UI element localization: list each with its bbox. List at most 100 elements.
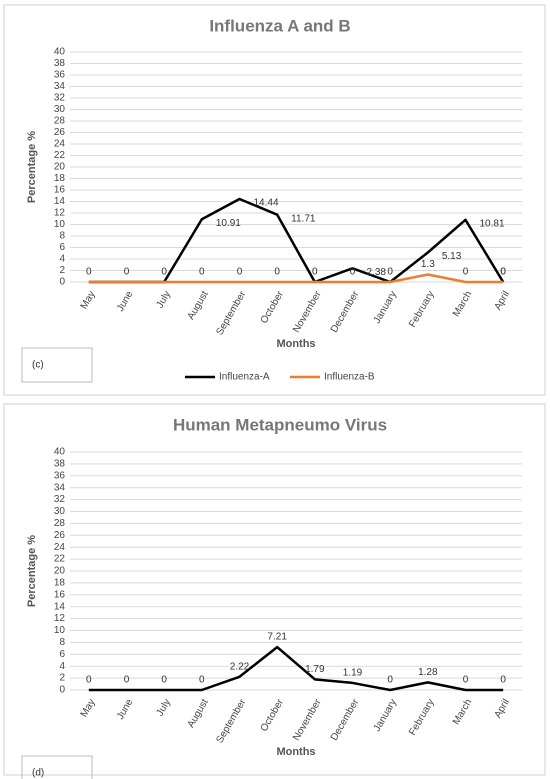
y-tick-label: 14 — [54, 196, 66, 207]
x-tick-label: November — [291, 289, 324, 335]
data-label: 0 — [387, 267, 393, 278]
data-label: 0 — [500, 267, 506, 278]
y-tick-label: 8 — [59, 231, 65, 242]
y-tick-label: 30 — [54, 104, 66, 115]
line-series — [88, 645, 504, 692]
x-tick-label: May — [79, 289, 98, 311]
x-tick-label: January — [372, 289, 399, 325]
x-tick-label: August — [186, 289, 211, 322]
y-axis-title: Percentage % — [26, 535, 38, 607]
x-tick-label: June — [115, 289, 136, 314]
legend-label: Influenza-B — [324, 372, 375, 383]
x-tick-label: May — [79, 697, 98, 719]
x-axis-title: Months — [276, 746, 315, 758]
y-tick-label: 10 — [54, 625, 66, 636]
y-tick-label: 4 — [59, 661, 65, 672]
y-tick-label: 40 — [54, 47, 66, 58]
y-tick-label: 40 — [54, 447, 66, 458]
y-tick-label: 14 — [54, 601, 66, 612]
x-tick-label: August — [186, 697, 211, 730]
x-tick-label: December — [329, 289, 362, 335]
y-axis-title: Percentage % — [26, 131, 38, 203]
x-tick-label: October — [259, 289, 287, 326]
y-tick-label: 28 — [54, 116, 66, 127]
data-label: 0 — [199, 675, 205, 686]
x-tick-label: April — [493, 697, 513, 720]
data-label: 0 — [500, 675, 506, 686]
annotation-box — [21, 755, 93, 779]
line-series — [88, 273, 504, 284]
y-tick-label: 30 — [54, 506, 66, 517]
y-tick-label: 34 — [54, 81, 66, 92]
data-label: 2.38 — [367, 267, 387, 278]
y-tick-label: 24 — [54, 542, 66, 553]
y-tick-label: 22 — [54, 554, 66, 565]
chart-title: Influenza A and B — [209, 16, 350, 35]
chart-frame — [3, 4, 546, 396]
y-tick-label: 12 — [54, 613, 66, 624]
y-tick-label: 24 — [54, 139, 66, 150]
x-tick-label: February — [407, 289, 437, 329]
y-tick-label: 4 — [59, 254, 65, 265]
data-label: 7.21 — [267, 632, 287, 643]
y-tick-label: 0 — [59, 277, 65, 288]
x-axis-title: Months — [276, 338, 315, 350]
annotation-box — [21, 347, 93, 383]
data-label: 0 — [500, 267, 506, 278]
data-label: 0 — [274, 267, 280, 278]
x-tick-label: January — [372, 697, 399, 733]
y-tick-label: 36 — [54, 70, 66, 81]
line-series — [88, 197, 505, 284]
data-label: 0 — [199, 267, 205, 278]
data-label: 10.81 — [480, 218, 505, 229]
y-tick-label: 16 — [54, 185, 66, 196]
x-tick-label: September — [214, 697, 248, 745]
data-label: 0 — [161, 675, 167, 686]
data-label: 11.71 — [291, 213, 316, 224]
x-tick-label: October — [259, 697, 287, 734]
data-label: 0 — [387, 675, 393, 686]
x-tick-label: December — [329, 697, 362, 743]
y-tick-label: 38 — [54, 459, 66, 470]
x-tick-label: November — [291, 697, 324, 743]
data-label: 1.79 — [305, 664, 325, 675]
data-label: 0 — [312, 267, 318, 278]
data-label: 1.3 — [421, 259, 435, 270]
y-tick-label: 12 — [54, 208, 66, 219]
chart-frame — [3, 403, 546, 776]
y-tick-label: 2 — [59, 673, 65, 684]
y-tick-label: 10 — [54, 219, 66, 230]
data-label: 14.44 — [254, 198, 279, 209]
y-tick-label: 20 — [54, 162, 66, 173]
y-tick-label: 28 — [54, 518, 66, 529]
data-label: 0 — [161, 267, 167, 278]
annotation: (c) — [32, 360, 44, 371]
y-tick-label: 16 — [54, 589, 66, 600]
data-label: 0 — [463, 675, 469, 686]
y-tick-label: 34 — [54, 482, 66, 493]
y-tick-label: 0 — [59, 685, 65, 696]
y-tick-label: 6 — [59, 242, 65, 253]
y-tick-label: 38 — [54, 58, 66, 69]
x-tick-label: March — [451, 697, 474, 727]
x-tick-label: June — [115, 697, 136, 722]
data-label: 0 — [463, 267, 469, 278]
data-label: 0 — [86, 675, 92, 686]
data-label: 0 — [86, 267, 92, 278]
y-tick-label: 36 — [54, 470, 66, 481]
y-tick-label: 8 — [59, 637, 65, 648]
x-tick-label: July — [155, 697, 173, 718]
y-tick-label: 26 — [54, 530, 66, 541]
data-label: 1.19 — [343, 668, 363, 679]
y-tick-label: 32 — [54, 494, 66, 505]
y-tick-label: 26 — [54, 127, 66, 138]
chart-title: Human Metapneumo Virus — [173, 415, 387, 434]
x-tick-label: September — [214, 289, 248, 337]
data-label: 10.91 — [216, 218, 241, 229]
y-tick-label: 18 — [54, 173, 66, 184]
data-label: 0 — [350, 267, 356, 278]
data-label: 0 — [237, 267, 243, 278]
x-tick-label: July — [155, 289, 173, 310]
legend-label: Influenza-A — [219, 372, 270, 383]
